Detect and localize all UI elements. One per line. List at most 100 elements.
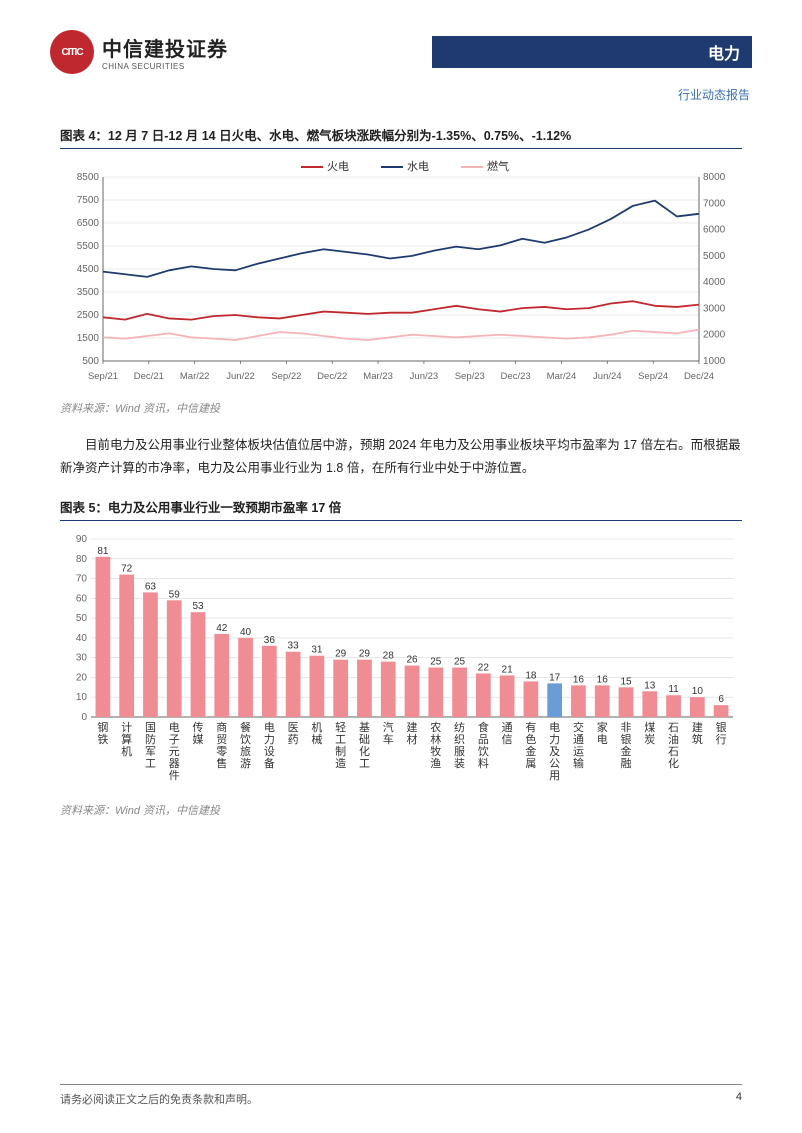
svg-text:餐饮旅游: 餐饮旅游	[240, 720, 251, 770]
svg-text:3500: 3500	[77, 287, 100, 298]
logo-inner-glyph: CITIC	[61, 47, 82, 58]
svg-text:10: 10	[76, 692, 88, 703]
svg-text:4000: 4000	[703, 277, 726, 288]
svg-text:26: 26	[406, 655, 418, 666]
svg-text:农林牧渔: 农林牧渔	[430, 720, 441, 770]
svg-text:15: 15	[620, 676, 632, 687]
svg-text:90: 90	[76, 534, 88, 545]
svg-text:交通运输: 交通运输	[573, 720, 584, 770]
chart4-line-chart: 5001500250035004500550065007500850010002…	[60, 155, 742, 385]
svg-text:Sep/22: Sep/22	[271, 371, 301, 382]
svg-text:60: 60	[76, 593, 88, 604]
svg-text:机械: 机械	[311, 720, 322, 746]
report-type-label: 行业动态报告	[432, 86, 752, 103]
svg-text:4500: 4500	[77, 264, 100, 275]
svg-text:33: 33	[288, 641, 300, 652]
svg-text:25: 25	[430, 657, 442, 668]
svg-text:电子元器件: 电子元器件	[169, 721, 180, 782]
svg-text:30: 30	[76, 653, 88, 664]
logo-text-cn: 中信建投证券	[102, 33, 228, 62]
svg-text:电力设备: 电力设备	[264, 721, 275, 770]
svg-text:火电: 火电	[327, 160, 349, 173]
svg-text:石油石化: 石油石化	[668, 722, 679, 770]
svg-text:21: 21	[502, 664, 514, 675]
svg-text:Sep/23: Sep/23	[455, 371, 485, 382]
svg-text:20: 20	[76, 672, 88, 683]
svg-text:Dec/24: Dec/24	[684, 371, 714, 382]
svg-text:25: 25	[454, 657, 466, 668]
svg-text:63: 63	[145, 581, 157, 592]
svg-text:水电: 水电	[407, 160, 429, 173]
svg-text:1000: 1000	[703, 356, 726, 367]
sector-label: 电力	[432, 36, 752, 68]
svg-text:11: 11	[668, 684, 679, 695]
svg-text:Sep/24: Sep/24	[638, 371, 668, 382]
svg-text:53: 53	[192, 601, 204, 612]
svg-text:非银金融: 非银金融	[621, 721, 632, 770]
svg-text:建材: 建材	[407, 720, 418, 746]
svg-text:传媒: 传媒	[193, 721, 204, 746]
svg-text:2500: 2500	[77, 310, 100, 321]
svg-text:3000: 3000	[703, 303, 726, 314]
logo-text-en: CHINA SECURITIES	[102, 62, 228, 71]
svg-text:Jun/22: Jun/22	[226, 371, 255, 382]
logo-text-wrap: 中信建投证券 CHINA SECURITIES	[102, 33, 228, 71]
svg-text:29: 29	[359, 649, 371, 660]
svg-text:31: 31	[311, 645, 323, 656]
svg-text:72: 72	[121, 564, 133, 575]
chart5-bar-chart: 010203040506070809081钢铁72计算机63国防军工59电子元器…	[60, 527, 742, 787]
svg-text:汽车: 汽车	[383, 720, 394, 746]
body-paragraph: 目前电力及公用事业行业整体板块估值位居中游，预期 2024 年电力及公用事业板块…	[60, 434, 742, 479]
svg-text:Mar/23: Mar/23	[363, 371, 393, 382]
svg-text:6500: 6500	[77, 218, 100, 229]
chart4-source: 资料来源：Wind 资讯，中信建投	[60, 400, 742, 416]
svg-text:Mar/22: Mar/22	[180, 371, 210, 382]
svg-text:有色金属: 有色金属	[525, 720, 536, 770]
header: CITIC 中信建投证券 CHINA SECURITIES 电力 行业动态报告	[0, 0, 802, 103]
page-number: 4	[736, 1091, 742, 1107]
svg-text:纺织服装: 纺织服装	[454, 720, 465, 770]
logo-icon: CITIC	[50, 30, 94, 74]
page: CITIC 中信建投证券 CHINA SECURITIES 电力 行业动态报告 …	[0, 0, 802, 1133]
footer-disclaimer: 请务必阅读正文之后的免责条款和声明。	[60, 1091, 258, 1107]
svg-text:Dec/22: Dec/22	[317, 371, 347, 382]
svg-text:6: 6	[718, 694, 724, 705]
svg-text:16: 16	[597, 674, 609, 685]
svg-text:42: 42	[216, 623, 228, 634]
svg-text:13: 13	[644, 680, 656, 691]
svg-text:商贸零售: 商贸零售	[216, 720, 227, 770]
svg-text:50: 50	[76, 613, 88, 624]
footer: 请务必阅读正文之后的免责条款和声明。 4	[60, 1084, 742, 1107]
svg-text:Jun/23: Jun/23	[410, 371, 439, 382]
svg-text:轻工制造: 轻工制造	[335, 720, 346, 770]
svg-text:建筑: 建筑	[692, 720, 703, 746]
svg-text:17: 17	[549, 672, 561, 683]
svg-text:5500: 5500	[77, 241, 100, 252]
svg-text:36: 36	[264, 635, 276, 646]
svg-text:2000: 2000	[703, 330, 726, 341]
header-right: 电力 行业动态报告	[432, 30, 752, 103]
svg-text:16: 16	[573, 674, 585, 685]
svg-text:7000: 7000	[703, 198, 726, 209]
chart4-title: 图表 4：12 月 7 日-12 月 14 日火电、水电、燃气板块涨跌幅分别为-…	[60, 125, 742, 149]
svg-text:0: 0	[81, 712, 87, 723]
svg-text:5000: 5000	[703, 251, 726, 262]
content: 图表 4：12 月 7 日-12 月 14 日火电、水电、燃气板块涨跌幅分别为-…	[0, 103, 802, 818]
svg-text:80: 80	[76, 554, 88, 565]
svg-text:食品饮料: 食品饮料	[478, 720, 489, 770]
svg-text:家电: 家电	[597, 720, 608, 746]
svg-text:国防军工: 国防军工	[145, 721, 156, 770]
svg-text:基础化工: 基础化工	[359, 721, 370, 770]
svg-text:计算机: 计算机	[121, 721, 132, 758]
chart5-source: 资料来源：Wind 资讯，中信建投	[60, 802, 742, 818]
svg-text:煤炭: 煤炭	[644, 721, 655, 746]
chart5-title: 图表 5：电力及公用事业行业一致预期市盈率 17 倍	[60, 497, 742, 521]
svg-text:Mar/24: Mar/24	[547, 371, 577, 382]
svg-text:通信: 通信	[502, 721, 513, 746]
svg-text:70: 70	[76, 574, 88, 585]
svg-text:10: 10	[692, 686, 704, 697]
svg-text:1500: 1500	[77, 333, 100, 344]
svg-text:40: 40	[76, 633, 88, 644]
svg-text:银行: 银行	[716, 720, 727, 746]
svg-text:81: 81	[97, 546, 109, 557]
